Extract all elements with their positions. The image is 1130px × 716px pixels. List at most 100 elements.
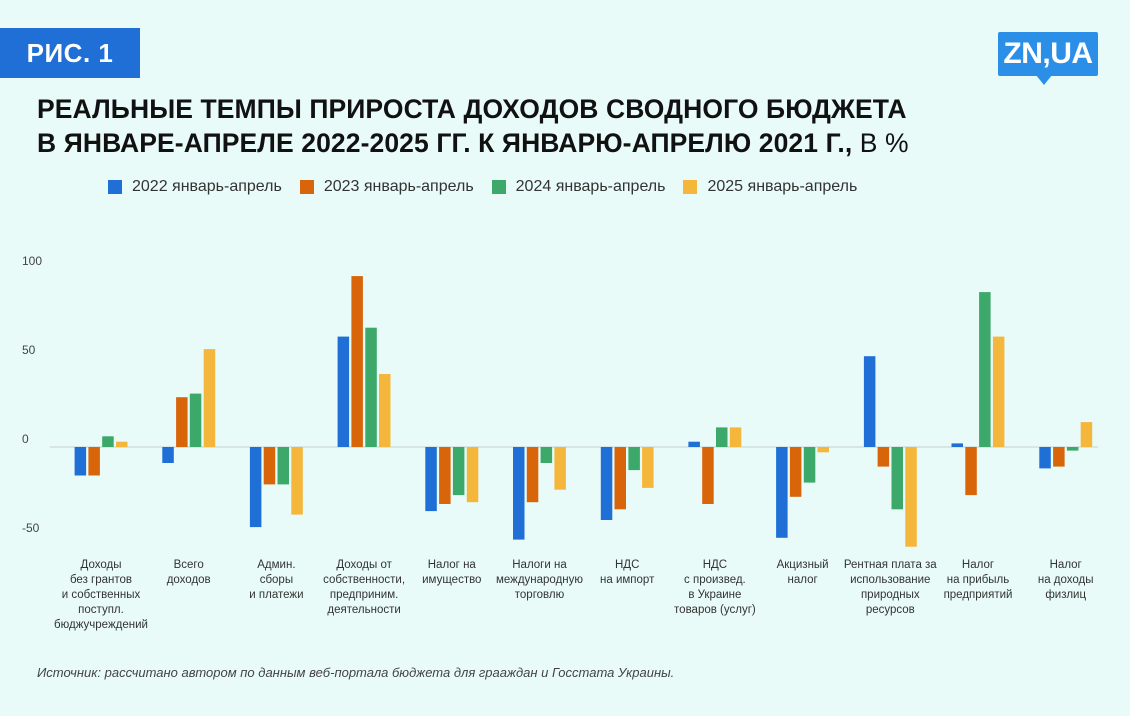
category-label-line: бюджучреждений <box>54 619 148 631</box>
category-label: Налог на имущество <box>422 559 481 586</box>
bar <box>263 447 276 485</box>
bar <box>951 443 963 447</box>
category-label: Налоги на международную торговлю <box>496 559 583 601</box>
legend-swatch <box>299 180 314 194</box>
category-label-line: Акцизный <box>777 559 829 571</box>
category-label-line: доходов <box>167 574 211 586</box>
category-label-line: природных <box>861 589 920 601</box>
legend: 2022 январь-апрель 2023 январь-апрель 2024… <box>108 178 875 196</box>
category-label-line: на доходы <box>1038 574 1094 586</box>
bar <box>513 447 525 540</box>
bar <box>88 447 100 476</box>
category-label: Доходы без грантов и собственных поступл. бю… <box>54 559 148 631</box>
legend-swatch <box>683 180 698 194</box>
category-label-line: без грантов <box>70 574 132 586</box>
bar <box>600 447 613 520</box>
category-label-line: Доходы <box>81 559 122 571</box>
bar <box>249 447 262 528</box>
bar <box>116 441 128 447</box>
legend-item: 2025 январь-апрель <box>683 178 857 196</box>
bar <box>817 447 829 453</box>
category-label-line: сборы <box>260 574 293 586</box>
category-label: Доходы от собственности, предприним. деятел… <box>323 559 405 616</box>
category-label-line: физлиц <box>1045 589 1086 601</box>
category-label-line: Налог <box>1050 559 1082 571</box>
category-label-line: товаров (услуг) <box>674 604 756 616</box>
category-label-line: международную <box>496 574 583 586</box>
category-label: Акцизный налог <box>777 559 829 586</box>
category-label-line: ресурсов <box>866 604 915 616</box>
category-label: НДС на импорт <box>600 559 655 586</box>
bar <box>702 447 714 504</box>
bar <box>74 447 87 476</box>
bar <box>992 336 1005 447</box>
bar <box>803 447 816 483</box>
legend-label: 2022 январь-апрель <box>132 178 282 195</box>
bar <box>614 447 626 510</box>
bar <box>877 447 890 467</box>
bar <box>540 447 553 463</box>
bar <box>642 447 654 488</box>
bar <box>891 447 903 510</box>
category-label-line: налог <box>788 574 818 586</box>
bar <box>452 447 465 496</box>
category-label-line: предприним. <box>330 589 398 601</box>
category-label-line: имущество <box>422 574 481 586</box>
chart-title: РЕАЛЬНЫЕ ТЕМПЫ ПРИРОСТА ДОХОДОВ СВОДНОГО… <box>37 92 1097 160</box>
legend-item: 2024 январь-апрель <box>491 178 666 196</box>
bar <box>688 441 700 447</box>
bar <box>729 427 742 447</box>
bar <box>979 292 991 447</box>
bar <box>789 447 802 497</box>
zn-ua-logo[interactable]: ZN,UA <box>998 32 1098 85</box>
category-label-line: на импорт <box>600 574 655 586</box>
bar <box>965 447 977 496</box>
category-label: Всего доходов <box>167 559 211 586</box>
category-label-line: и платежи <box>249 589 303 601</box>
category-label-line: Налог на <box>428 559 477 571</box>
category-label: Рентная плата за использование природных ре… <box>844 559 937 616</box>
legend-item: 2022 январь-апрель <box>108 178 282 196</box>
bar <box>776 447 788 538</box>
y-tick-label: 100 <box>22 254 42 268</box>
bar <box>425 447 437 512</box>
category-label-line: Всего <box>174 559 204 571</box>
bar <box>1080 422 1093 447</box>
bar <box>176 397 188 447</box>
category-label-line: НДС <box>703 559 727 571</box>
legend-label: 2024 январь-апрель <box>515 178 666 195</box>
bar <box>628 447 640 471</box>
category-label-line: собственности, <box>323 574 405 586</box>
category-label-line: на прибыль <box>947 574 1010 586</box>
title-line-2: В ЯНВАРЕ-АПРЕЛЕ 2022-2025 ГГ. К ЯНВАРЮ-А… <box>37 126 1097 160</box>
legend-swatch <box>491 180 506 194</box>
category-label-line: Админ. <box>257 559 295 571</box>
category-label: Налог на прибыль предприятий <box>944 559 1013 601</box>
bar <box>189 393 202 447</box>
category-label-line: и собственных <box>62 589 141 601</box>
y-tick-label: 0 <box>22 432 29 446</box>
title-unit: В % <box>852 128 909 158</box>
legend-item: 2023 январь-апрель <box>299 178 474 196</box>
category-label-line: торговлю <box>515 589 565 601</box>
figure-badge: РИС. 1 <box>0 28 140 78</box>
category-label-line: с произвед. <box>684 574 746 586</box>
category-label: Админ. сборы и платежи <box>249 559 303 601</box>
bar <box>277 447 289 485</box>
bar <box>526 447 539 503</box>
bar <box>379 374 391 447</box>
y-tick-label: 50 <box>22 343 36 357</box>
bar <box>1039 447 1051 469</box>
bar <box>863 356 876 447</box>
category-label-line: предприятий <box>944 589 1013 601</box>
bar <box>1066 447 1079 451</box>
bar <box>905 447 917 547</box>
legend-label: 2023 январь-апрель <box>323 178 474 195</box>
category-label: НДС с произвед. в Украине товаров (услуг) <box>674 559 756 616</box>
category-label: Налог на доходы физлиц <box>1038 559 1094 601</box>
category-label-line: деятельности <box>327 604 400 616</box>
legend-label: 2025 январь-апрель <box>707 178 858 195</box>
title-line-2-text: В ЯНВАРЕ-АПРЕЛЕ 2022-2025 ГГ. К ЯНВАРЮ-А… <box>37 128 853 158</box>
source-note: Источник: рассчитано автором по данным в… <box>37 665 675 680</box>
